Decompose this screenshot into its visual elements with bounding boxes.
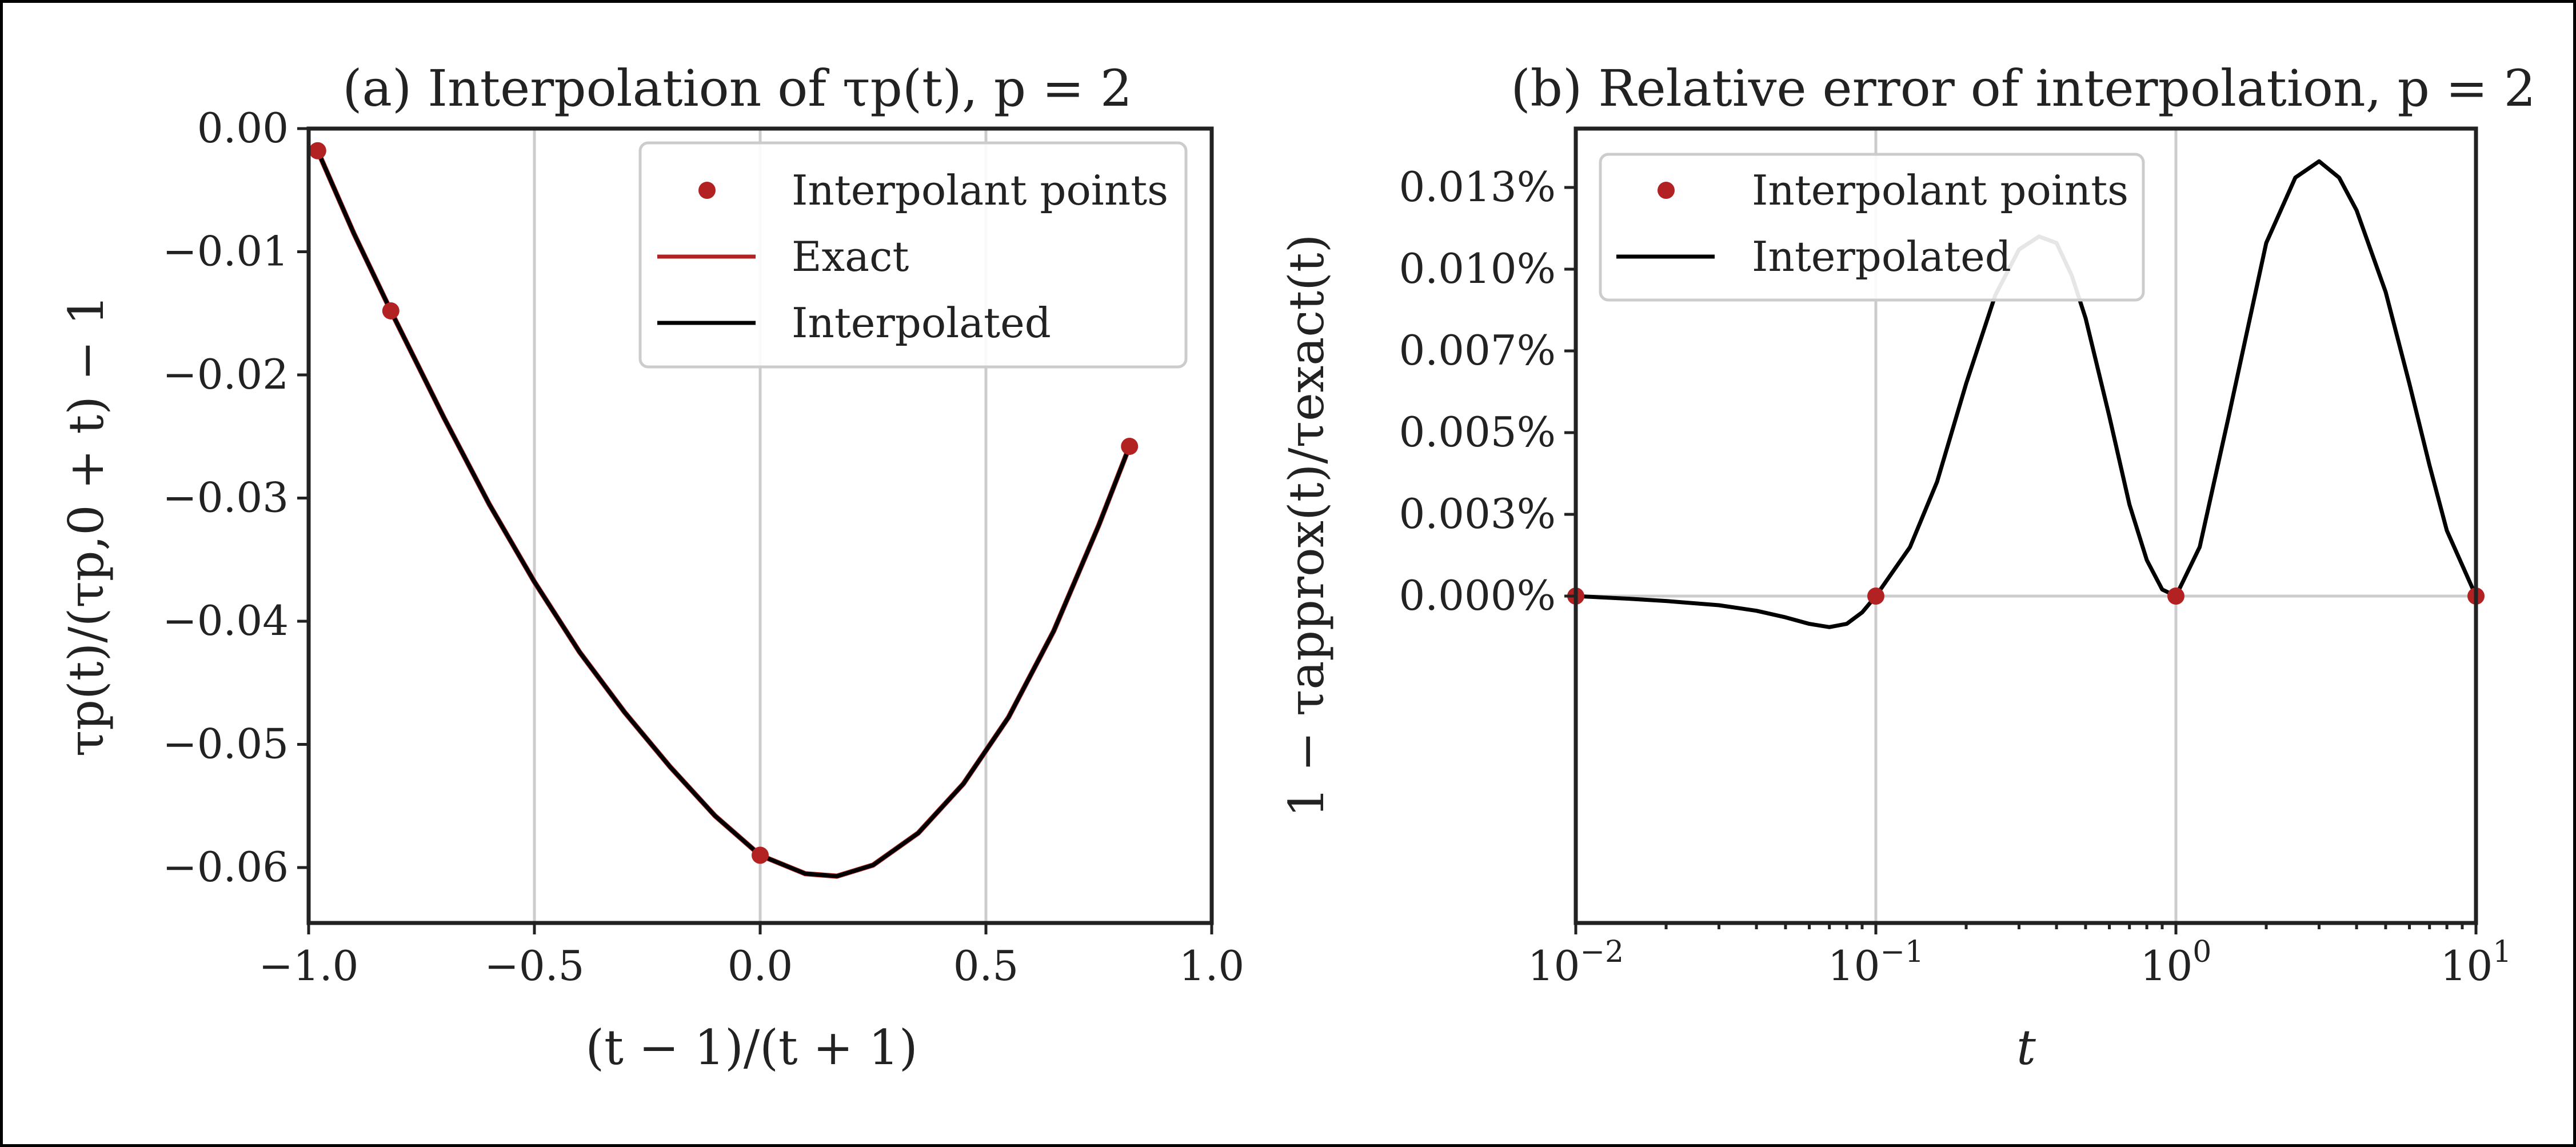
panel-a-xlabel: (t − 1)/(t + 1): [585, 1020, 917, 1076]
a-ytick-label-0: 0.00: [197, 104, 289, 152]
panel-a-legend-exact-label: Exact: [792, 233, 909, 281]
panel-b-legend: Interpolant points Interpolated: [1599, 153, 2145, 302]
panel-a-title: (a) Interpolation of τp(t), p = 2: [342, 59, 1132, 118]
a-xtick-label-4: 1.0: [1179, 942, 1245, 990]
b-interpolant-point-2: [2167, 587, 2184, 605]
a-ytick-label-6: −0.06: [162, 843, 289, 891]
b-xtick-label-3: 101: [2441, 935, 2512, 990]
b-interpolant-point-1: [1867, 587, 1884, 605]
a-interpolant-point-2: [752, 846, 769, 864]
panel-a-legend-box: [638, 141, 1188, 369]
a-series-interpolated-line: [315, 149, 1132, 878]
panel-a: (a) Interpolation of τp(t), p = 2 −1.0 −0…: [58, 59, 1244, 1076]
panel-b-legend-points-label: Interpolant points: [1752, 166, 2128, 214]
a-ytick-label-1: −0.01: [162, 227, 289, 275]
a-ytick-label-2: −0.02: [162, 350, 289, 398]
panel-a-legend-interpolated-label: Interpolated: [792, 299, 1051, 347]
a-xtick-label-3: 0.5: [953, 942, 1019, 990]
b-xtick-label-1: 10−1: [1828, 935, 1924, 990]
b-ytick-label-3: 0.007%: [1399, 326, 1556, 374]
panel-b-legend-box: [1599, 153, 2145, 302]
a-interpolant-point-0: [309, 142, 326, 159]
a-interpolant-point-3: [1121, 438, 1139, 455]
b-ytick-label-0: 0.000%: [1399, 571, 1556, 620]
b-ytick-label-4: 0.010%: [1399, 245, 1556, 293]
a-ytick-label-3: −0.03: [162, 474, 289, 522]
panel-a-legend-points-marker: [698, 182, 716, 199]
b-xtick-label-2: 100: [2140, 935, 2212, 990]
panel-b: (b) Relative error of interpolation, p =…: [1279, 59, 2536, 1076]
a-interpolant-point-1: [382, 302, 400, 319]
panel-b-legend-interpolated-label: Interpolated: [1752, 233, 2011, 281]
panel-a-ticks: −1.0 −0.5 0.0 0.5 1.0 0.00 −0.01 −0.02 −0.03 −0.0…: [162, 104, 1244, 990]
panel-b-title: (b) Relative error of interpolation, p =…: [1511, 59, 2535, 118]
a-xtick-label-1: −0.5: [485, 942, 585, 990]
b-ytick-label-1: 0.003%: [1399, 490, 1556, 538]
b-xtick-label-0: 10−2: [1528, 935, 1624, 990]
panel-b-frame: [1573, 126, 2478, 925]
b-ytick-label-2: 0.005%: [1399, 408, 1556, 456]
panel-b-legend-points-marker: [1658, 182, 1675, 199]
a-ytick-label-5: −0.05: [162, 720, 289, 768]
a-xtick-label-0: −1.0: [259, 942, 359, 990]
panel-a-legend: Interpolant points Exact Interpolated: [638, 141, 1188, 369]
panel-b-ylabel: 1 − τapprox(t)/τexact(t): [1279, 234, 1335, 818]
panel-b-ticks: 10−2 10−1 100 101 0.000% 0.003% 0.005% 0.007% 0.…: [1399, 163, 2511, 990]
a-ytick-label-4: −0.04: [162, 597, 289, 645]
a-xtick-label-2: 0.0: [728, 942, 793, 990]
panel-a-ylabel: τp(t)/(τp,0 + t) − 1: [58, 295, 114, 757]
panel-a-legend-points-label: Interpolant points: [792, 166, 1168, 214]
b-ytick-label-5: 0.013%: [1399, 163, 1556, 211]
panel-a-series: [309, 142, 1139, 879]
panel-b-xlabel: t: [2016, 1020, 2036, 1076]
